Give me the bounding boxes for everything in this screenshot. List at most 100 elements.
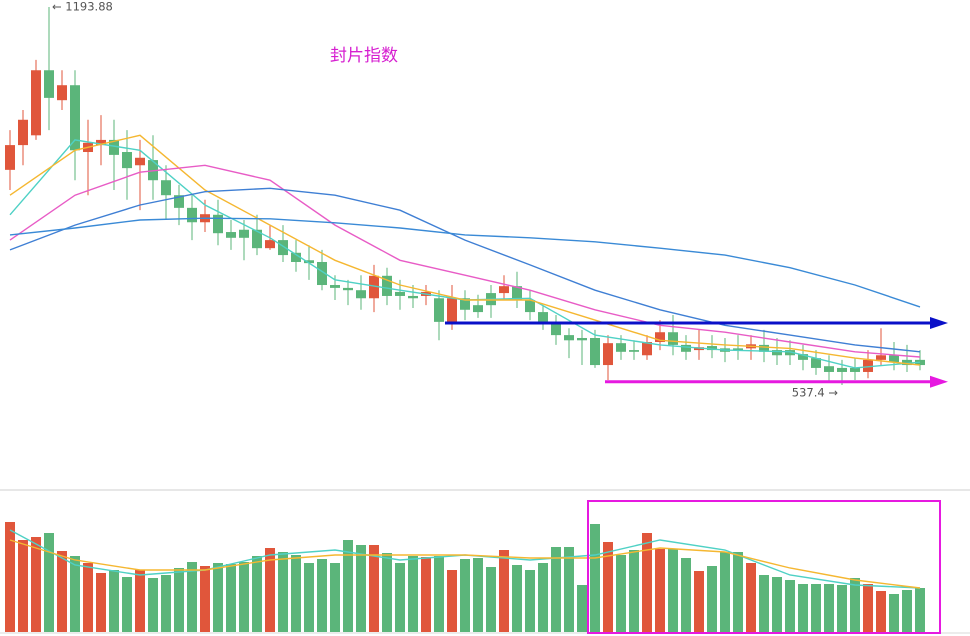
candle-body xyxy=(278,240,288,256)
candle-body xyxy=(447,298,457,322)
volume-bar xyxy=(187,562,197,632)
volume-bar xyxy=(876,591,886,632)
ma-line xyxy=(9,187,921,353)
volume-bar xyxy=(798,584,808,632)
volume-bar xyxy=(122,577,132,632)
candle-body xyxy=(291,252,301,262)
volume-bar xyxy=(694,571,704,632)
ma-line xyxy=(9,217,921,308)
candle-body xyxy=(109,139,119,155)
volume-bar xyxy=(863,584,873,632)
highlight-box xyxy=(587,500,941,634)
candle-body xyxy=(5,145,15,170)
candle-body xyxy=(408,295,418,299)
candle-body xyxy=(57,85,67,101)
candle-body xyxy=(174,195,184,208)
volume-bar xyxy=(96,573,106,632)
volume-bar xyxy=(707,566,717,632)
candle-body xyxy=(759,344,769,352)
volume-bar xyxy=(902,590,912,632)
volume-bar xyxy=(70,556,80,632)
candle-body xyxy=(122,152,132,169)
volume-bar xyxy=(603,542,613,632)
candle-body xyxy=(356,290,366,299)
volume-bar xyxy=(213,563,223,632)
volume-bar xyxy=(317,559,327,632)
candle-body xyxy=(902,359,912,366)
volume-bar xyxy=(356,545,366,632)
candle-body xyxy=(317,261,327,286)
volume-bar xyxy=(590,524,600,632)
volume-bar xyxy=(44,533,54,632)
volume-bar xyxy=(161,575,171,632)
candle-body xyxy=(31,70,41,136)
candle-body xyxy=(434,298,444,322)
candle-body xyxy=(668,332,678,345)
candle-body xyxy=(135,157,145,166)
volume-bar xyxy=(200,566,210,632)
chart-title: 封片指数 xyxy=(330,46,398,66)
candle-body xyxy=(538,312,548,322)
low-annotation: 537.4 → xyxy=(792,385,839,399)
candle-body xyxy=(772,350,782,356)
candle-body xyxy=(44,70,54,98)
volume-bar xyxy=(486,567,496,632)
candle-body xyxy=(226,232,236,238)
volume-bar xyxy=(746,563,756,632)
candle-body xyxy=(473,305,483,313)
candle-body xyxy=(213,214,223,234)
volume-bar xyxy=(915,588,925,632)
volume-bar xyxy=(18,540,28,632)
candle-body xyxy=(681,344,691,352)
candle-body xyxy=(512,286,522,300)
volume-ma-line xyxy=(9,539,921,589)
volume-bar xyxy=(57,551,67,632)
volume-bar xyxy=(759,575,769,632)
volume-bar xyxy=(265,548,275,632)
volume-bar xyxy=(304,563,314,632)
volume-bar xyxy=(5,522,15,632)
candle-body xyxy=(876,355,886,360)
level-arrow xyxy=(930,317,948,330)
candle-body xyxy=(499,286,509,294)
ma-line xyxy=(9,134,921,366)
volume-bar xyxy=(681,558,691,632)
candle-body xyxy=(655,332,665,343)
volume-bar xyxy=(252,556,262,632)
volume-bar xyxy=(525,570,535,632)
volume-bar xyxy=(421,557,431,632)
candle-body xyxy=(18,119,28,146)
candle-body xyxy=(187,207,197,223)
volume-bar xyxy=(642,533,652,632)
candle-body xyxy=(564,335,574,341)
volume-bar xyxy=(343,540,353,632)
volume-bar xyxy=(330,563,340,632)
volume-bar xyxy=(668,549,678,632)
volume-bar xyxy=(369,545,379,632)
candle-body xyxy=(798,354,808,360)
volume-bar xyxy=(291,555,301,632)
candle-body xyxy=(369,275,379,299)
candle-body xyxy=(395,291,405,296)
candle-body xyxy=(824,366,834,372)
candle-body xyxy=(889,355,899,363)
candle-body xyxy=(239,229,249,238)
volume-bar xyxy=(395,563,405,632)
candle-body xyxy=(265,240,275,249)
volume-bar xyxy=(512,565,522,632)
candle-body xyxy=(304,260,314,264)
volume-bar xyxy=(382,553,392,632)
volume-bar xyxy=(473,558,483,632)
candle-body xyxy=(629,350,639,352)
volume-bar xyxy=(720,552,730,632)
volume-bar xyxy=(850,578,860,632)
level-arrow xyxy=(930,375,948,388)
volume-bar xyxy=(889,594,899,632)
candle-body xyxy=(577,337,587,341)
high-annotation: ← 1193.88 xyxy=(52,0,113,13)
volume-bar xyxy=(148,578,158,632)
volume-bar xyxy=(226,564,236,632)
candle-body xyxy=(525,299,535,313)
